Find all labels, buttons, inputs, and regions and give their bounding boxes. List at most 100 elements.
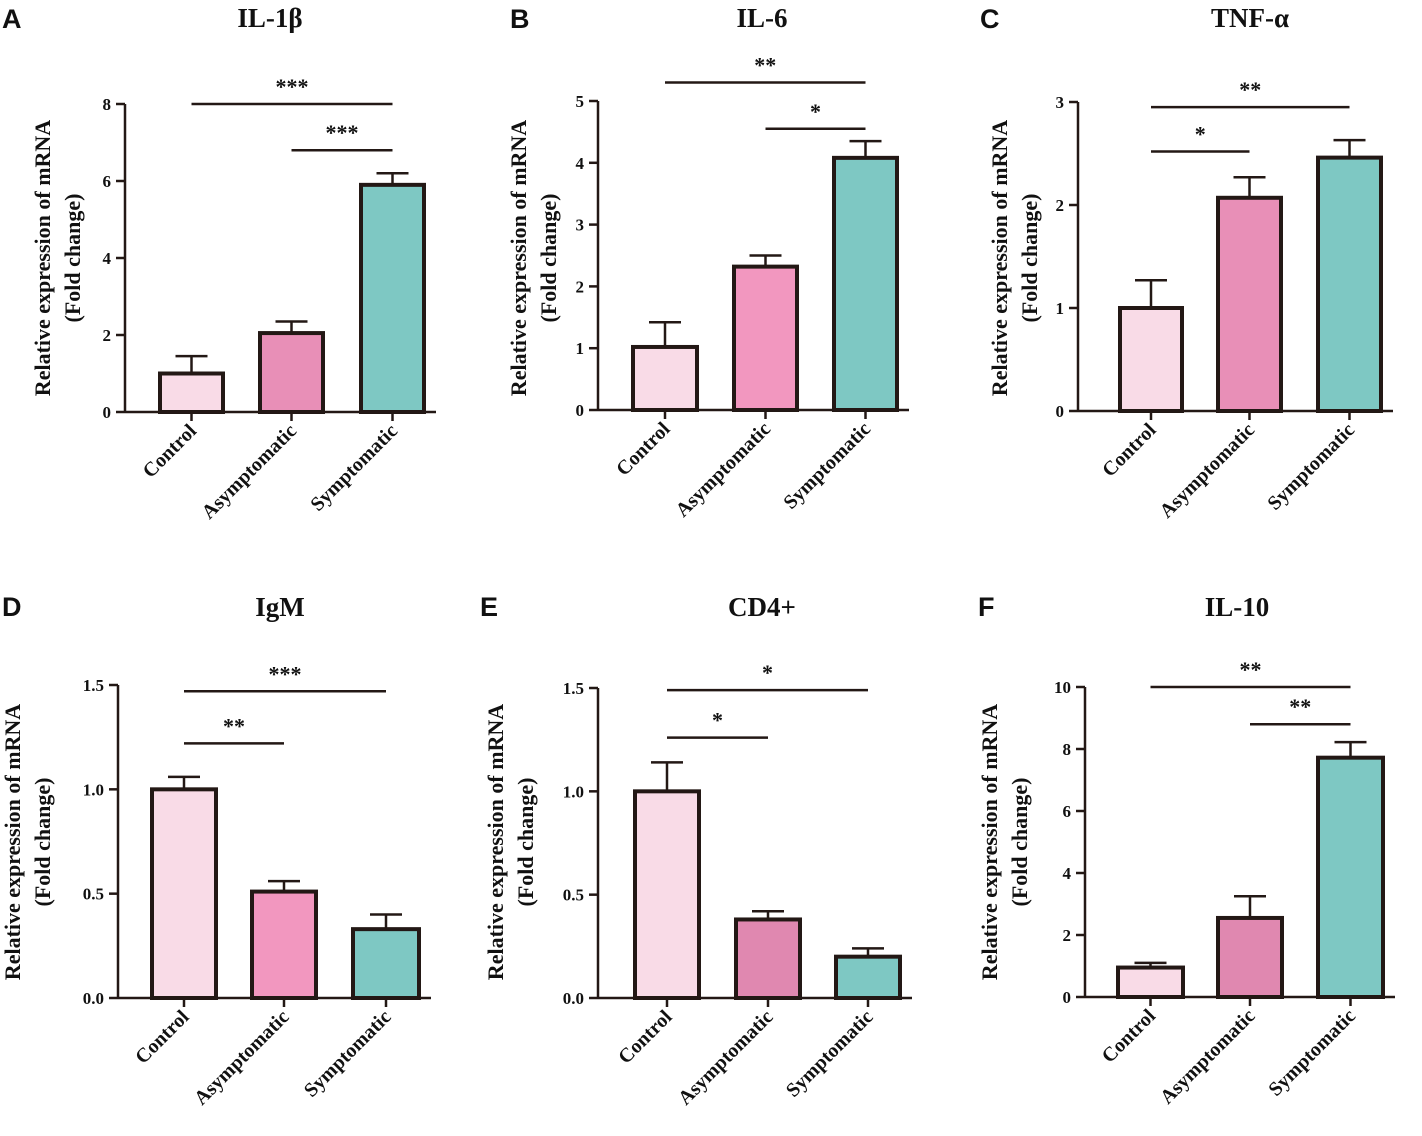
bar-symptomatic: [834, 954, 902, 1001]
y-tick-label: 1: [576, 339, 585, 358]
significance-label: ***: [326, 120, 359, 145]
chart-title: IL-1β: [237, 3, 302, 33]
y-axis-label-line: (Fold change): [1007, 778, 1032, 907]
bar-asymptomatic: [258, 331, 325, 415]
y-tick-label: 5: [576, 92, 585, 111]
bar-symptomatic: [359, 182, 426, 414]
y-tick-label: 1.5: [83, 676, 104, 695]
y-tick-label: 8: [1063, 740, 1072, 759]
x-tick-label: Symptomatic: [306, 420, 402, 516]
chart-title: IL-10: [1205, 592, 1270, 622]
bar-asymptomatic: [1216, 195, 1283, 413]
y-axis-label: Relative expression of mRNA (Fold change): [0, 704, 55, 980]
x-tick-label: Symptomatic: [300, 1006, 396, 1102]
significance-label: *: [762, 660, 773, 685]
significance-label: **: [1289, 694, 1311, 719]
x-tick-label: Control: [612, 418, 675, 481]
bar-asymptomatic: [734, 917, 802, 1001]
chart-title: IgM: [255, 592, 305, 622]
chart-panel-b: B IL-6 Relative expression of mRNA (Fold ch…: [506, 3, 909, 522]
significance-label: *: [1195, 121, 1206, 146]
y-tick-label: 3: [576, 216, 585, 235]
x-tick-label: Control: [131, 1006, 194, 1069]
significance-label: ***: [276, 74, 309, 99]
y-tick-label: 3: [1056, 93, 1065, 112]
x-tick-label: Symptomatic: [782, 1006, 878, 1102]
significance-label: **: [754, 52, 776, 77]
chart-panel-e: E CD4+ Relative expression of mRNA (Fold ch…: [480, 592, 912, 1110]
y-axis-label: Relative expression of mRNA (Fold change): [30, 120, 85, 396]
y-axis-label: Relative expression of mRNA (Fold change): [483, 704, 538, 980]
bar-asymptomatic: [250, 889, 318, 1001]
x-tick-label: Symptomatic: [1263, 419, 1359, 515]
y-tick-label: 1: [1056, 299, 1065, 318]
y-tick-label: 0.0: [83, 989, 104, 1008]
x-tick-label: Control: [1098, 419, 1161, 482]
y-axis-label-line: (Fold change): [536, 194, 561, 323]
bar-control: [633, 789, 701, 1000]
y-tick-label: 0: [1063, 988, 1072, 1007]
y-tick-label: 4: [576, 154, 585, 173]
bar-symptomatic: [1316, 155, 1383, 413]
y-axis-label: Relative expression of mRNA (Fold change): [987, 120, 1042, 396]
y-tick-label: 0.5: [563, 886, 584, 905]
y-axis-label-line: (Fold change): [60, 194, 85, 323]
y-tick-label: 0: [576, 401, 585, 420]
bar-control: [1116, 965, 1185, 999]
chart-title: IL-6: [736, 3, 787, 33]
x-tick-label: Control: [139, 420, 202, 483]
y-tick-label: 2: [1056, 196, 1065, 215]
chart-title: CD4+: [728, 592, 796, 622]
panel-letter: B: [510, 4, 530, 34]
chart-title: TNF-α: [1211, 3, 1289, 33]
significance-label: ***: [269, 661, 302, 686]
y-tick-label: 6: [1063, 802, 1072, 821]
y-tick-label: 2: [103, 326, 112, 345]
y-axis-label-line: Relative expression of mRNA: [977, 704, 1002, 980]
y-axis-label-line: Relative expression of mRNA: [0, 704, 25, 980]
bar-control: [631, 344, 699, 412]
bar-control: [158, 371, 225, 414]
panel-letter: C: [980, 4, 1000, 34]
chart-panel-f: F IL-10 Relative expression of mRNA (Fold c…: [977, 592, 1395, 1109]
x-tick-label: Asymptomatic: [671, 418, 775, 522]
y-tick-label: 1.5: [563, 679, 584, 698]
bar-symptomatic: [351, 927, 421, 1001]
y-tick-label: 0: [1056, 402, 1065, 421]
y-axis-label-line: Relative expression of mRNA: [987, 120, 1012, 396]
y-tick-label: 0: [103, 403, 112, 422]
significance-label: **: [1240, 657, 1262, 682]
y-tick-label: 1.0: [83, 780, 104, 799]
y-tick-label: 10: [1054, 678, 1071, 697]
significance-label: *: [810, 99, 821, 124]
bar-control: [1118, 306, 1184, 413]
x-tick-label: Symptomatic: [1264, 1005, 1360, 1101]
chart-panel-d: D IgM Relative expression of mRNA (Fold cha…: [0, 592, 431, 1110]
y-axis-label-line: Relative expression of mRNA: [30, 120, 55, 396]
y-axis-label-line: (Fold change): [513, 778, 538, 907]
y-tick-label: 2: [576, 277, 585, 296]
panel-letter: A: [2, 4, 22, 34]
y-axis-label-line: Relative expression of mRNA: [506, 120, 531, 396]
bar-control: [150, 787, 218, 1000]
y-tick-label: 0.0: [563, 989, 584, 1008]
significance-label: *: [712, 708, 723, 733]
bar-symptomatic: [832, 155, 899, 412]
x-tick-label: Control: [614, 1006, 677, 1069]
x-tick-label: Asymptomatic: [197, 420, 301, 524]
x-tick-label: Control: [1098, 1005, 1161, 1068]
y-axis-label-line: (Fold change): [1017, 194, 1042, 323]
significance-label: **: [1239, 77, 1261, 102]
y-tick-label: 2: [1063, 926, 1072, 945]
y-axis-label: Relative expression of mRNA (Fold change): [977, 704, 1032, 980]
y-tick-label: 6: [103, 172, 112, 191]
y-tick-label: 4: [103, 249, 112, 268]
bar-asymptomatic: [732, 264, 799, 412]
chart-panel-c: C TNF-α Relative expression of mRNA (Fold c…: [980, 3, 1393, 523]
y-tick-label: 0.5: [83, 885, 104, 904]
x-tick-label: Asymptomatic: [1155, 419, 1259, 523]
panel-letter: D: [2, 592, 22, 622]
y-axis-label-line: Relative expression of mRNA: [483, 704, 508, 980]
panel-letter: E: [480, 592, 498, 622]
